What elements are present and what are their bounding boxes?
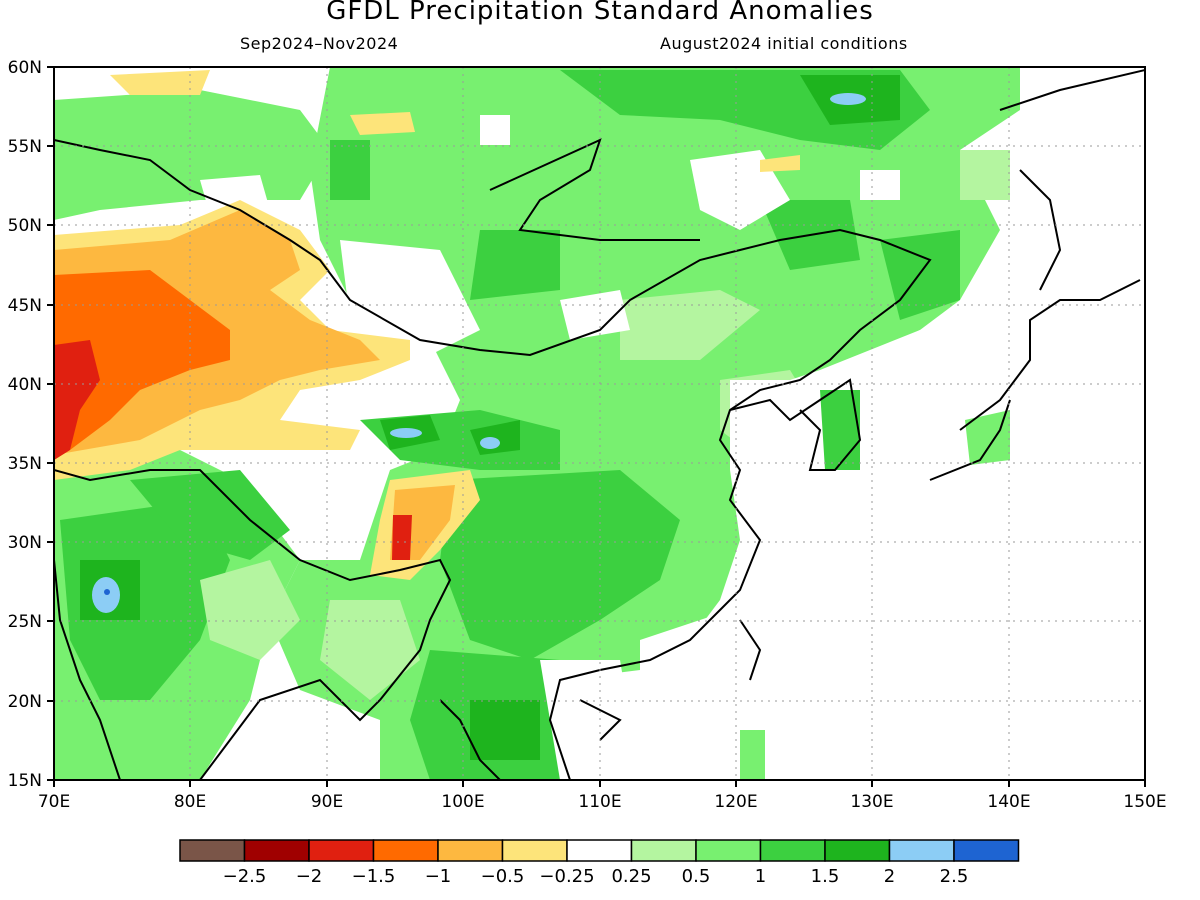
x-tick-label: 70E	[38, 792, 70, 812]
colorbar-label: −1	[425, 866, 452, 887]
x-tick-label: 100E	[441, 792, 484, 812]
colorbar-swatch	[695, 839, 762, 862]
colorbar-swatch	[630, 839, 697, 862]
colorbar-label: 0.5	[682, 866, 711, 887]
x-tick-label: 130E	[850, 792, 893, 812]
y-tick-label: 55N	[8, 137, 42, 157]
colorbar-label: −1.5	[352, 866, 396, 887]
anomaly-region-negative-tibet-1-5	[392, 515, 412, 560]
japan-positive	[965, 410, 1010, 465]
korea-positive	[820, 390, 860, 470]
anomaly-region-negative-north-3	[760, 155, 800, 172]
coastlines	[54, 69, 1145, 780]
colorbar-swatch	[179, 839, 246, 862]
anomaly-level-max	[104, 589, 110, 595]
taiwan-positive	[740, 730, 765, 780]
y-tick-label: 15N	[8, 771, 42, 791]
anomaly-level-1-5	[60, 70, 960, 780]
x-tick-label: 90E	[311, 792, 343, 812]
colorbar-swatch	[437, 839, 504, 862]
y-tick-label: 25N	[8, 612, 42, 632]
y-tick-label: 60N	[8, 58, 42, 78]
colorbar-label: −2.5	[223, 866, 267, 887]
y-tick-label: 30N	[8, 533, 42, 553]
x-tick-label: 150E	[1123, 792, 1166, 812]
anomaly-region-negative-north	[110, 70, 210, 95]
anomaly-region-negative-west-1-5	[54, 340, 100, 460]
colorbar: −2.5 −2 −1.5 −1 −0.5 −0.25 0.25 0.5 1 1.5 2 2.5	[179, 839, 1020, 887]
colorbar-label: 1	[755, 866, 766, 887]
colorbar-label: 2.5	[940, 866, 969, 887]
colorbar-swatch	[759, 839, 826, 862]
colorbar-label: 2	[884, 866, 895, 887]
y-tick-label: 35N	[8, 454, 42, 474]
colorbar-swatch	[566, 839, 633, 862]
y-axis-labels: 60N 55N 50N 45N 40N 35N 30N 25N 20N 15N	[8, 58, 42, 791]
colorbar-swatch	[501, 839, 568, 862]
colorbar-label: −2	[296, 866, 323, 887]
x-tick-label: 140E	[987, 792, 1030, 812]
colorbar-swatch	[243, 839, 310, 862]
colorbar-swatch	[308, 839, 375, 862]
tick-marks	[47, 66, 1146, 787]
colorbar-swatch	[953, 839, 1020, 862]
forecast-period: Sep2024–Nov2024	[240, 34, 399, 53]
y-tick-label: 20N	[8, 692, 42, 712]
anomaly-level-2-5	[92, 93, 866, 613]
map-title: GFDL Precipitation Standard Anomalies	[326, 0, 874, 26]
anomaly-region-negative-west-1	[54, 270, 230, 460]
colorbar-label: 0.25	[611, 866, 651, 887]
x-axis-labels: 70E 80E 90E 100E 110E 120E 130E 140E 150…	[38, 792, 1167, 812]
initial-conditions: August2024 initial conditions	[660, 34, 908, 53]
y-tick-label: 50N	[8, 216, 42, 236]
colorbar-swatch	[372, 839, 439, 862]
colorbar-swatch	[824, 839, 891, 862]
x-tick-label: 110E	[578, 792, 621, 812]
x-tick-label: 80E	[174, 792, 206, 812]
y-tick-label: 45N	[8, 296, 42, 316]
anomaly-field	[54, 67, 1145, 780]
anomaly-region-negative-north-2	[350, 112, 415, 135]
x-tick-label: 120E	[714, 792, 757, 812]
colorbar-label: −0.5	[481, 866, 525, 887]
colorbar-label: −0.25	[539, 866, 594, 887]
colorbar-label: 1.5	[811, 866, 840, 887]
y-tick-label: 40N	[8, 375, 42, 395]
colorbar-swatch	[888, 839, 955, 862]
